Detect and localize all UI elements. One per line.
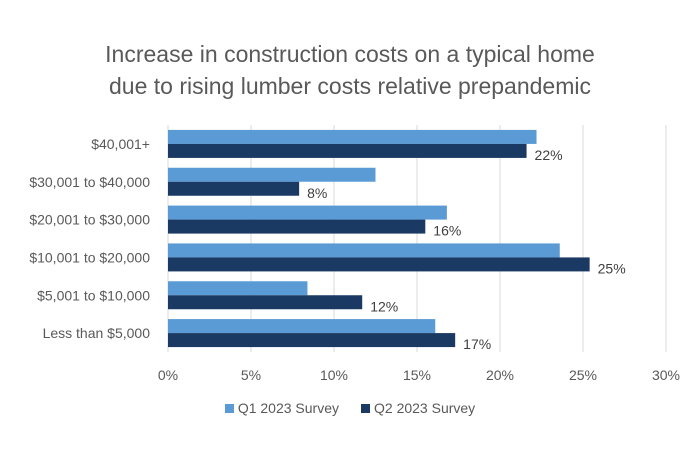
data-label: 17% (463, 336, 491, 352)
legend-label-q1: Q1 2023 Survey (237, 400, 339, 416)
bar-q2 (168, 333, 456, 348)
bar-q2 (168, 181, 300, 196)
x-tick-label: 10% (320, 367, 348, 383)
bar-q2 (168, 219, 426, 234)
chart-title-line-1: Increase in construction costs on a typi… (105, 41, 595, 67)
x-tick-label: 20% (486, 367, 514, 383)
x-tick-label: 15% (403, 367, 431, 383)
legend-item-q1: Q1 2023 Survey (224, 400, 339, 416)
legend-swatch-q1 (224, 403, 234, 413)
legend-label-q2: Q2 2023 Survey (374, 400, 476, 416)
bar-q2 (168, 143, 527, 158)
bar-q1 (168, 167, 376, 182)
data-label: 25% (598, 260, 626, 276)
x-tick-label: 25% (569, 367, 597, 383)
data-label: 22% (535, 147, 563, 163)
data-label: 16% (433, 223, 461, 239)
data-label: 12% (370, 298, 398, 314)
x-tick-label: 30% (652, 367, 680, 383)
chart-title-line-2: due to rising lumber costs relative prep… (109, 73, 591, 99)
category-label: $40,001+ (91, 136, 150, 152)
x-tick-label: 0% (158, 367, 178, 383)
legend-swatch-q2 (361, 403, 370, 413)
category-label: Less than $5,000 (43, 325, 151, 341)
x-tick-label: 5% (241, 367, 261, 383)
category-label: $20,001 to $30,000 (29, 212, 150, 228)
category-label: $5,001 to $10,000 (37, 287, 150, 303)
category-label: $10,001 to $20,000 (29, 249, 150, 265)
legend: Q1 2023 Survey Q2 2023 Survey (0, 400, 700, 416)
category-label: $30,001 to $40,000 (29, 174, 150, 190)
data-label: 8% (307, 185, 327, 201)
bar-q1 (168, 205, 447, 220)
bar-q2 (168, 295, 363, 310)
bar-q1 (168, 243, 560, 258)
legend-item-q2: Q2 2023 Survey (361, 400, 475, 416)
bar-q1 (168, 281, 308, 296)
bar-q1 (168, 129, 537, 144)
chart-title: Increase in construction costs on a typi… (0, 38, 700, 102)
bar-q1 (168, 319, 436, 334)
bar-q2 (168, 257, 590, 272)
